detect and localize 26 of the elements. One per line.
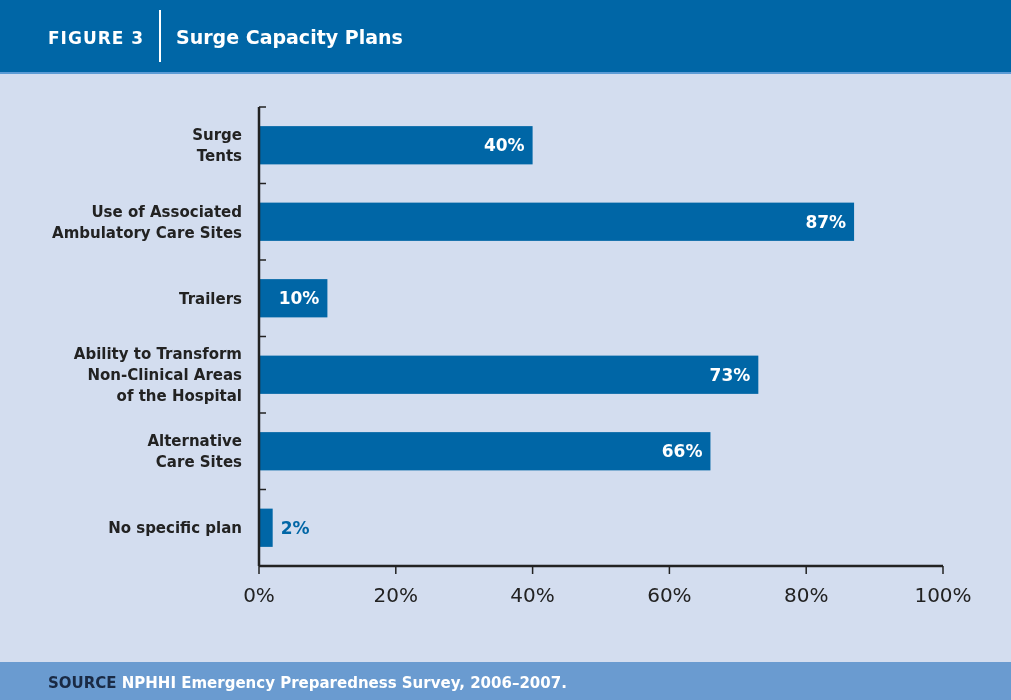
x-tick-label: 40%	[510, 583, 555, 607]
chart-title: Surge Capacity Plans	[176, 26, 403, 48]
y-tick-label: Alternative Care Sites	[147, 432, 243, 471]
data-label: 10%	[278, 288, 320, 309]
data-label: 87%	[805, 211, 847, 232]
y-tick-label: Ability to Transform Non-Clinical Areas of the Hospital	[73, 345, 243, 405]
x-tick-label: 0%	[243, 583, 275, 607]
x-tick-label: 100%	[914, 583, 972, 607]
y-tick-label: No specific plan	[108, 519, 242, 537]
x-tick-label: 20%	[373, 583, 419, 607]
y-tick-label: Surge Tents	[192, 126, 243, 165]
source-note: SOURCE NPHHI Emergency Preparedness Survey, 2006–2007.	[48, 674, 567, 692]
bar	[259, 355, 759, 394]
bar	[259, 202, 855, 241]
y-tick-label: Trailers	[179, 289, 243, 308]
x-tick-label: 60%	[647, 583, 692, 607]
x-tick-label: 80%	[783, 583, 829, 607]
y-tick-label: Use of Associated Ambulatory Care Sites	[52, 202, 243, 242]
data-label: 66%	[661, 441, 703, 462]
data-label: 2%	[280, 517, 310, 538]
bar	[259, 432, 711, 471]
bar	[259, 126, 533, 165]
data-label: 73%	[709, 364, 751, 385]
data-label: 40%	[483, 135, 525, 156]
caption: FIGURE 3	[48, 28, 145, 48]
bar	[259, 508, 273, 547]
